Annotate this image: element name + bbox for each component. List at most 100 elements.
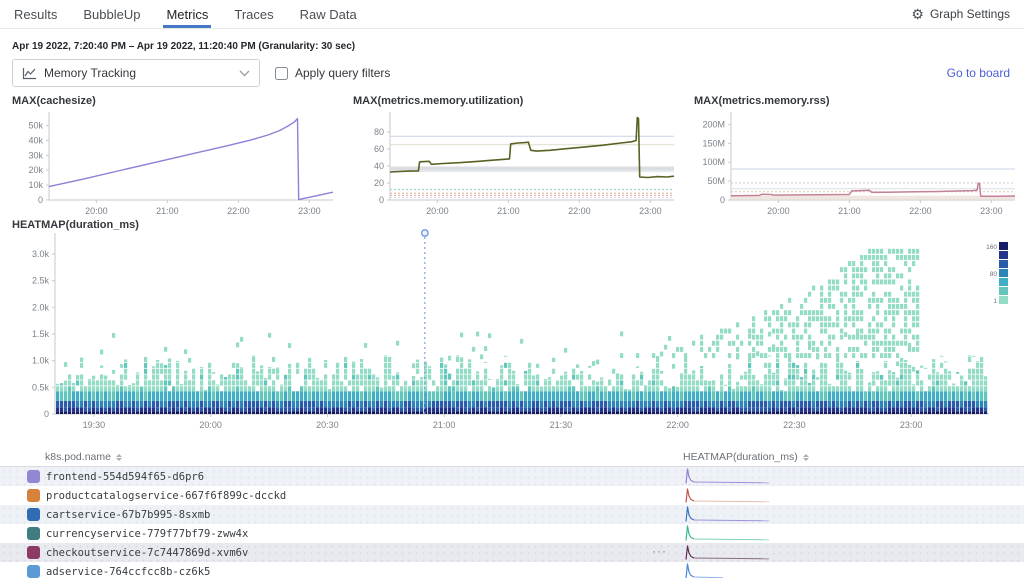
chart-block-max-metrics-memory-utilization: MAX(metrics.memory.utilization) 0 20 40 60 80…: [341, 93, 682, 219]
chart-plot-max-metrics-memory-utilization[interactable]: 0 20 40 60 80 20:00 21:00 22:00 23:00: [352, 107, 682, 219]
tab-traces[interactable]: Traces: [234, 6, 274, 22]
graph-settings-label: Graph Settings: [929, 7, 1010, 21]
svg-text:150M: 150M: [702, 138, 725, 148]
table-row-frontend[interactable]: frontend-554d594f65-d6pr6: [0, 467, 1024, 486]
column-header-pod-name[interactable]: k8s.pod.name: [45, 451, 122, 463]
svg-text:19:30: 19:30: [83, 420, 106, 430]
series-color-swatch: [27, 470, 40, 483]
svg-text:3.0k: 3.0k: [32, 249, 50, 259]
svg-text:20:00: 20:00: [426, 206, 449, 216]
svg-text:160: 160: [986, 244, 997, 251]
tab-results[interactable]: Results: [14, 6, 58, 22]
duration-sparkline: [685, 488, 770, 503]
svg-text:23:00: 23:00: [980, 206, 1003, 216]
sort-icon: [115, 453, 122, 461]
line-chart-icon: [22, 67, 36, 79]
row-actions-menu[interactable]: ···: [652, 544, 667, 558]
table-row-adservice[interactable]: adservice-764ccfcc8b-cz6k5: [0, 562, 1024, 578]
tab-nav: Results BubbleUp Metrics Traces Raw Data: [14, 0, 357, 28]
svg-text:20:30: 20:30: [316, 420, 339, 430]
query-selector-value: Memory Tracking: [44, 66, 137, 80]
heatmap-cells: [56, 248, 988, 414]
query-row: Memory Tracking Apply query filters Go t…: [12, 59, 1010, 87]
small-charts-row: MAX(cachesize) 0 10k 20k 30k 40k 50k 20:00 21:00…: [0, 93, 1024, 219]
query-selector[interactable]: Memory Tracking: [12, 59, 260, 87]
svg-text:0: 0: [720, 195, 725, 205]
column-header-heatmap-duration[interactable]: HEATMAP(duration_ms): [683, 451, 809, 463]
svg-text:20k: 20k: [28, 165, 43, 175]
table-row-productcatalogservice[interactable]: productcatalogservice-667f6f899c-dcckd: [0, 486, 1024, 505]
graph-settings-button[interactable]: ⚙ Graph Settings: [911, 7, 1010, 21]
tab-metrics[interactable]: Metrics: [163, 0, 212, 28]
svg-text:21:00: 21:00: [433, 420, 456, 430]
svg-text:21:00: 21:00: [838, 206, 861, 216]
heatmap-marker[interactable]: [421, 229, 429, 237]
duration-sparkline: [685, 545, 770, 560]
pods-table: k8s.pod.name HEATMAP(duration_ms) frontend…: [0, 448, 1024, 578]
svg-text:22:00: 22:00: [909, 206, 932, 216]
heatmap-plot[interactable]: 0 0.5k 1.0k 1.5k 2.0k 2.5k 3.0k 19:30 20:00 20:30…: [3, 228, 1021, 444]
chart-title: MAX(cachesize): [12, 95, 96, 107]
go-to-board-link[interactable]: Go to board: [946, 66, 1010, 80]
svg-text:10k: 10k: [28, 180, 43, 190]
svg-text:20:00: 20:00: [199, 420, 222, 430]
svg-text:40: 40: [374, 161, 384, 171]
svg-text:200M: 200M: [702, 119, 725, 129]
duration-sparkline: [685, 525, 770, 541]
chart-title: MAX(metrics.memory.rss): [694, 95, 830, 107]
svg-text:60: 60: [374, 144, 384, 154]
chart-title: MAX(metrics.memory.utilization): [353, 95, 524, 107]
svg-text:23:00: 23:00: [298, 206, 321, 216]
svg-text:20:00: 20:00: [85, 206, 108, 216]
pod-name: cartservice-67b7b995-8sxmb: [46, 509, 211, 521]
table-row-currencyservice[interactable]: currencyservice-779f77bf79-zww4x: [0, 524, 1024, 543]
svg-text:80: 80: [990, 271, 998, 278]
duration-sparkline: [685, 468, 770, 484]
svg-text:1: 1: [993, 298, 997, 305]
svg-text:1.5k: 1.5k: [32, 329, 50, 339]
pod-name: adservice-764ccfcc8b-cz6k5: [46, 566, 211, 578]
chevron-down-icon: [239, 70, 250, 76]
svg-text:22:00: 22:00: [568, 206, 591, 216]
svg-text:2.5k: 2.5k: [32, 276, 50, 286]
svg-text:50M: 50M: [707, 176, 725, 186]
pod-name: checkoutservice-7c7447869d-xvm6v: [46, 547, 249, 559]
tab-bubbleup[interactable]: BubbleUp: [83, 6, 141, 22]
checkbox-box: [275, 66, 288, 80]
series-color-swatch: [27, 489, 40, 502]
duration-sparkline: [685, 506, 770, 522]
column-label: k8s.pod.name: [45, 451, 111, 463]
svg-text:20:00: 20:00: [767, 206, 790, 216]
svg-text:1.0k: 1.0k: [32, 356, 50, 366]
svg-text:22:00: 22:00: [227, 206, 250, 216]
svg-text:2.0k: 2.0k: [32, 302, 50, 312]
gear-icon: ⚙: [911, 6, 924, 22]
checkbox-label: Apply query filters: [295, 66, 391, 80]
svg-text:0.5k: 0.5k: [32, 382, 50, 392]
apply-query-filters-checkbox[interactable]: Apply query filters: [275, 66, 390, 80]
series-color-swatch: [27, 565, 40, 578]
chart-plot-max-metrics-memory-rss[interactable]: 0 50M 100M 150M 200M 20:00 21:00 22:00 23:00: [693, 107, 1023, 219]
chart-plot-max-cachesize[interactable]: 0 10k 20k 30k 40k 50k 20:00 21:00 22:00 23:00: [11, 107, 341, 219]
table-header: k8s.pod.name HEATMAP(duration_ms): [0, 448, 1024, 467]
table-row-cartservice[interactable]: cartservice-67b7b995-8sxmb: [0, 505, 1024, 524]
pod-name: frontend-554d594f65-d6pr6: [46, 471, 205, 483]
tab-bar: Results BubbleUp Metrics Traces Raw Data ⚙ G…: [0, 0, 1024, 29]
chart-block-max-metrics-memory-rss: MAX(metrics.memory.rss) 0 50M 100M 150M 200M 2…: [682, 93, 1023, 219]
svg-text:20: 20: [374, 178, 384, 188]
time-range-label: Apr 19 2022, 7:20:40 PM – Apr 19 2022, 1…: [12, 41, 356, 52]
svg-text:100M: 100M: [702, 157, 725, 167]
svg-text:80: 80: [374, 127, 384, 137]
svg-text:30k: 30k: [28, 150, 43, 160]
heatmap-color-legend: 160 80 1: [986, 242, 1008, 305]
series-color-swatch: [27, 527, 40, 540]
table-row-checkoutservice[interactable]: checkoutservice-7c7447869d-xvm6v ···: [0, 543, 1024, 562]
duration-sparkline: [685, 563, 724, 578]
tab-raw-data[interactable]: Raw Data: [299, 6, 357, 22]
svg-text:21:00: 21:00: [497, 206, 520, 216]
svg-text:50k: 50k: [28, 120, 43, 130]
svg-text:23:00: 23:00: [639, 206, 662, 216]
chart-block-max-cachesize: MAX(cachesize) 0 10k 20k 30k 40k 50k 20:00 21:00…: [0, 93, 341, 219]
svg-text:0: 0: [44, 409, 49, 419]
